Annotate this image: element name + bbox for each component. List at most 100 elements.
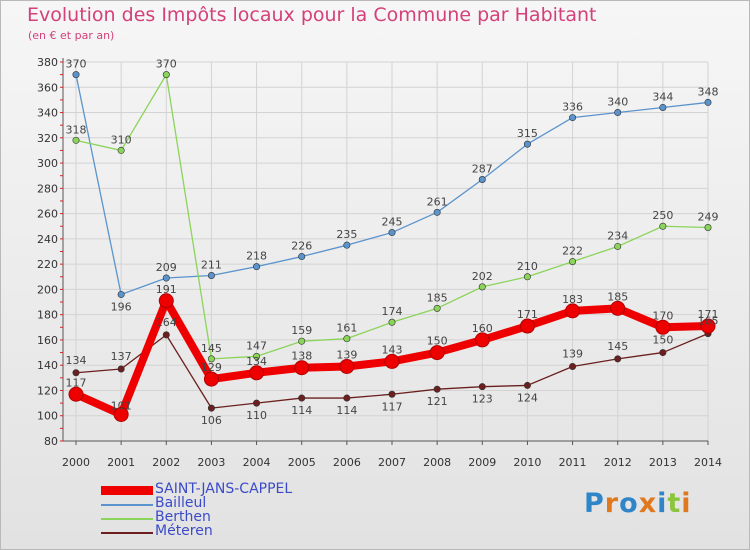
- legend-swatch: [101, 486, 153, 495]
- y-tick-label: 160: [37, 334, 58, 347]
- data-label: 101: [111, 399, 132, 412]
- data-label: 210: [517, 260, 538, 273]
- data-point: [162, 331, 170, 339]
- data-point: [72, 369, 80, 377]
- logo-letter: i: [657, 488, 668, 519]
- data-label: 117: [66, 376, 87, 389]
- y-tick-label: 200: [37, 283, 58, 296]
- data-label: 171: [517, 308, 538, 321]
- y-tick-label: 100: [37, 410, 58, 423]
- data-point: [474, 332, 490, 348]
- data-point: [700, 318, 716, 334]
- data-point: [659, 103, 667, 111]
- logo-letter: P: [584, 488, 605, 519]
- data-point: [523, 381, 531, 389]
- y-tick-label: 380: [37, 56, 58, 69]
- data-label: 106: [201, 414, 222, 427]
- data-label: 147: [246, 339, 267, 352]
- data-point: [433, 208, 441, 216]
- data-label: 340: [607, 96, 628, 109]
- logo-letter: t: [667, 488, 682, 519]
- data-label: 310: [111, 133, 132, 146]
- data-label: 161: [336, 322, 357, 335]
- x-tick-label: 2012: [604, 456, 632, 469]
- data-label: 171: [698, 308, 719, 321]
- data-label: 164: [156, 316, 177, 329]
- data-point: [298, 337, 306, 345]
- data-point: [117, 290, 125, 298]
- x-tick-label: 2005: [288, 456, 316, 469]
- data-label: 250: [652, 209, 673, 222]
- data-label: 315: [517, 127, 538, 140]
- data-point: [388, 390, 396, 398]
- data-point: [162, 71, 170, 79]
- data-point: [610, 300, 626, 316]
- data-label: 183: [562, 293, 583, 306]
- y-tick-label: 220: [37, 258, 58, 271]
- y-tick-label: 360: [37, 81, 58, 94]
- data-point: [249, 365, 265, 381]
- data-label: 249: [698, 210, 719, 223]
- x-tick-label: 2007: [378, 456, 406, 469]
- data-point: [704, 223, 712, 231]
- data-point: [569, 114, 577, 122]
- data-point: [343, 394, 351, 402]
- data-label: 185: [607, 290, 628, 303]
- logo-letter: x: [638, 488, 658, 519]
- data-point: [117, 146, 125, 154]
- proxiti-logo: Proxiti: [584, 488, 692, 519]
- data-label: 218: [246, 250, 267, 263]
- data-label: 370: [66, 58, 87, 71]
- data-label: 117: [382, 400, 403, 413]
- data-point: [565, 303, 581, 319]
- data-label: 261: [427, 195, 448, 208]
- x-tick-label: 2013: [649, 456, 677, 469]
- legend-label: Berthen: [155, 509, 211, 525]
- data-point: [162, 274, 170, 282]
- data-label: 222: [562, 245, 583, 258]
- data-point: [614, 109, 622, 117]
- data-label: 121: [427, 395, 448, 408]
- data-label: 124: [517, 391, 538, 404]
- y-tick-label: 260: [37, 208, 58, 221]
- data-label: 287: [472, 162, 493, 175]
- data-point: [253, 263, 261, 271]
- legend-label: SAINT-JANS-CAPPEL: [155, 481, 293, 497]
- data-point: [659, 349, 667, 357]
- data-label: 170: [652, 309, 673, 322]
- data-point: [429, 345, 445, 361]
- data-label: 150: [427, 335, 448, 348]
- legend-swatch: [101, 504, 153, 506]
- data-point: [298, 253, 306, 261]
- data-point: [207, 404, 215, 412]
- x-tick-label: 2011: [559, 456, 587, 469]
- data-point: [117, 365, 125, 373]
- x-tick-label: 2014: [694, 456, 722, 469]
- legend-label: Méteren: [155, 523, 213, 539]
- data-point: [113, 406, 129, 422]
- x-tick-label: 2006: [333, 456, 361, 469]
- data-label: 370: [156, 58, 177, 71]
- x-tick-label: 2000: [62, 456, 90, 469]
- y-tick-label: 240: [37, 233, 58, 246]
- data-label: 196: [111, 300, 132, 313]
- x-tick-label: 2004: [243, 456, 271, 469]
- data-point: [72, 136, 80, 144]
- x-tick-label: 2008: [423, 456, 451, 469]
- data-point: [339, 358, 355, 374]
- x-tick-label: 2009: [468, 456, 496, 469]
- data-label: 318: [66, 123, 87, 136]
- data-label: 234: [607, 229, 628, 242]
- logo-letter: r: [604, 488, 620, 519]
- x-tick-label: 2003: [197, 456, 225, 469]
- data-point: [523, 140, 531, 148]
- data-point: [388, 229, 396, 237]
- data-label: 143: [382, 343, 403, 356]
- series-m-teren: [72, 330, 712, 412]
- y-tick-label: 120: [37, 384, 58, 397]
- data-label: 134: [246, 355, 267, 368]
- data-point: [478, 383, 486, 391]
- data-label: 211: [201, 259, 222, 272]
- chart-subtitle: (en € et par an): [28, 29, 115, 42]
- data-point: [659, 222, 667, 230]
